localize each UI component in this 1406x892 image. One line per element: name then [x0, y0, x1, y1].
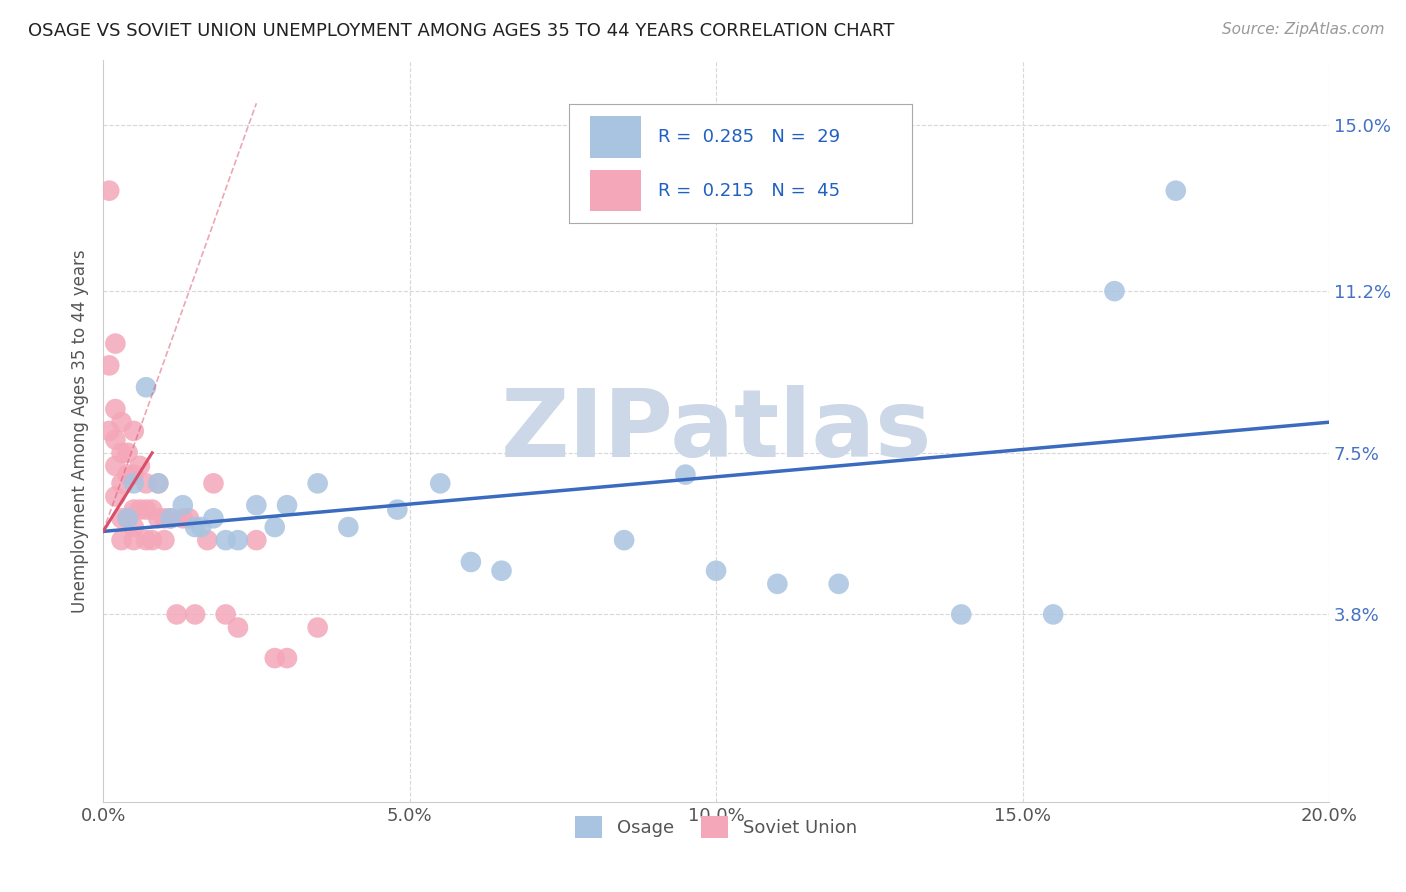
Point: [104, 433, 127, 447]
Point: [460, 555, 482, 569]
Point: [117, 446, 139, 460]
Point: [129, 458, 152, 473]
Point: [117, 467, 139, 482]
Point: [122, 502, 145, 516]
Point: [950, 607, 973, 622]
Point: [153, 533, 176, 548]
Point: [1042, 607, 1064, 622]
Point: [135, 476, 157, 491]
Point: [184, 607, 207, 622]
Point: [766, 577, 789, 591]
Point: [159, 511, 181, 525]
Point: [110, 415, 132, 429]
Text: OSAGE VS SOVIET UNION UNEMPLOYMENT AMONG AGES 35 TO 44 YEARS CORRELATION CHART: OSAGE VS SOVIET UNION UNEMPLOYMENT AMONG…: [28, 22, 894, 40]
Point: [148, 476, 170, 491]
Point: [110, 533, 132, 548]
Point: [673, 467, 696, 482]
Point: [226, 621, 249, 635]
Text: Source: ZipAtlas.com: Source: ZipAtlas.com: [1222, 22, 1385, 37]
Point: [387, 502, 409, 516]
Point: [135, 533, 157, 548]
Point: [98, 184, 121, 198]
Point: [110, 446, 132, 460]
Point: [117, 511, 139, 525]
Point: [429, 476, 451, 491]
Point: [613, 533, 636, 548]
Point: [276, 651, 298, 665]
Y-axis label: Unemployment Among Ages 35 to 44 years: Unemployment Among Ages 35 to 44 years: [72, 249, 89, 613]
Point: [1104, 284, 1126, 298]
Point: [122, 520, 145, 534]
Point: [117, 511, 139, 525]
Point: [98, 359, 121, 373]
Point: [104, 402, 127, 417]
Point: [122, 476, 145, 491]
Point: [704, 564, 727, 578]
Point: [245, 533, 267, 548]
Point: [104, 490, 127, 504]
Point: [307, 621, 329, 635]
Point: [226, 533, 249, 548]
Legend: Osage, Soviet Union: Osage, Soviet Union: [568, 809, 865, 846]
Text: ZIPatlas: ZIPatlas: [501, 385, 932, 477]
Point: [172, 511, 194, 525]
Point: [195, 533, 218, 548]
Point: [148, 476, 170, 491]
Point: [135, 502, 157, 516]
Point: [215, 607, 238, 622]
Point: [215, 533, 238, 548]
Point: [307, 476, 329, 491]
Point: [110, 511, 132, 525]
Point: [263, 651, 285, 665]
Point: [1164, 184, 1187, 198]
Point: [141, 502, 163, 516]
Point: [184, 520, 207, 534]
Point: [153, 511, 176, 525]
Point: [202, 511, 225, 525]
Point: [135, 380, 157, 394]
Point: [827, 577, 849, 591]
Point: [177, 511, 200, 525]
Point: [190, 520, 212, 534]
Point: [122, 424, 145, 438]
Point: [98, 424, 121, 438]
Point: [104, 458, 127, 473]
Point: [202, 476, 225, 491]
Point: [263, 520, 285, 534]
Point: [141, 533, 163, 548]
Point: [172, 498, 194, 512]
Point: [159, 511, 181, 525]
Point: [337, 520, 360, 534]
Point: [245, 498, 267, 512]
Point: [148, 511, 170, 525]
Point: [491, 564, 513, 578]
Point: [276, 498, 298, 512]
Point: [122, 467, 145, 482]
Point: [122, 533, 145, 548]
Point: [104, 336, 127, 351]
Point: [129, 502, 152, 516]
Point: [166, 607, 188, 622]
Point: [110, 476, 132, 491]
